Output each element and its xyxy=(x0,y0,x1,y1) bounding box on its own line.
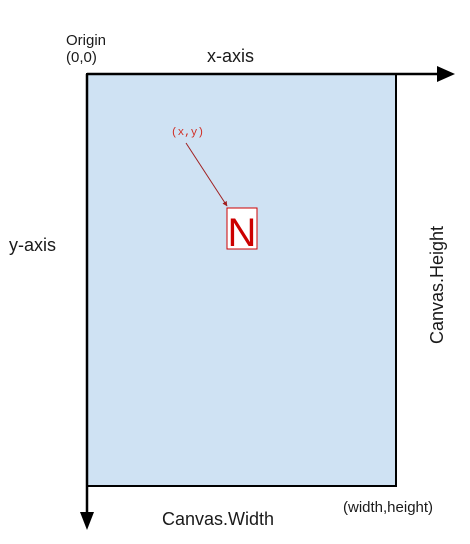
canvas-height-label: Canvas.Height xyxy=(427,225,447,344)
y-axis-label: y-axis xyxy=(9,235,57,255)
corner-coordinate-label: (width,height) xyxy=(343,499,434,516)
point-pointer-line xyxy=(185,142,228,207)
x-axis-label: x-axis xyxy=(207,46,255,66)
point-coordinate-label: (x,y) xyxy=(171,127,205,139)
y-axis-arrowhead xyxy=(80,512,94,530)
canvas-width-label: Canvas.Width xyxy=(162,509,275,529)
canvas-rectangle xyxy=(86,73,397,487)
n-glyph: N xyxy=(228,211,257,255)
x-axis-arrowhead xyxy=(437,66,455,82)
origin-coordinate: (0,0) xyxy=(66,49,97,66)
n-glyph-box xyxy=(226,207,258,250)
origin-label: Origin xyxy=(66,32,107,49)
